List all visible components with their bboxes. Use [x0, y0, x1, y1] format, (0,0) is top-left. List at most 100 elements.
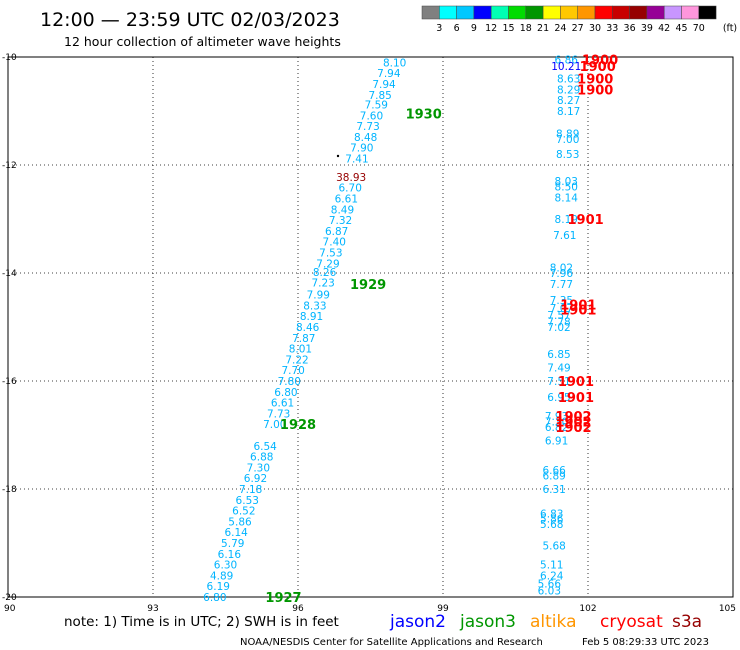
- color-scale-label: 33: [606, 23, 618, 34]
- swh-point: 7.78: [547, 317, 570, 329]
- time-label: 1900: [582, 54, 618, 69]
- swh-point: 6.92: [244, 473, 267, 485]
- time-label: 1901: [560, 298, 596, 313]
- color-scale-label: 24: [554, 23, 566, 34]
- swh-point: 7.18: [239, 484, 262, 496]
- plot-frame: [7, 56, 734, 598]
- x-tick-label: 102: [579, 604, 596, 614]
- footer-credit: NOAA/NESDIS Center for Satellite Applica…: [240, 637, 543, 648]
- swh-point: 10.21: [551, 61, 581, 73]
- time-label: 1930: [406, 108, 442, 123]
- time-label: 1902: [555, 421, 591, 436]
- time-label: 1901: [558, 391, 594, 406]
- swh-point: 6.16: [218, 549, 242, 561]
- legend-cryosat: cryosat: [600, 612, 663, 632]
- swh-point: 8.10: [383, 57, 406, 69]
- swh-point: 7.77: [550, 279, 573, 291]
- swh-point: 6.91: [545, 435, 568, 447]
- gridlines: [8, 56, 733, 597]
- swh-point: 7.99: [307, 290, 330, 302]
- swh-point: 6.24: [540, 570, 564, 582]
- swh-point: 6.87: [325, 226, 348, 238]
- x-axis-ticks: 90 93 96 99 102 105: [4, 604, 736, 614]
- swh-point: 5.68: [542, 541, 565, 553]
- color-swatch: [594, 5, 613, 20]
- swh-point: 5.68: [540, 519, 563, 531]
- swh-point: 7.59: [365, 100, 388, 112]
- color-scale-label: 30: [589, 23, 601, 34]
- swh-point: 7.96: [550, 268, 574, 280]
- swh-point: 8.46: [296, 322, 320, 334]
- time-label: 1902: [555, 410, 591, 425]
- time-label: 1929: [350, 278, 386, 293]
- swh-point: 8.14: [555, 192, 579, 204]
- swh-point: 7.29: [316, 258, 339, 270]
- color-swatch: [646, 5, 665, 20]
- swh-point: 8.26: [313, 267, 337, 279]
- color-swatch: [473, 5, 492, 20]
- y-axis-ticks: -10 -12 -14 -16 -18 -20: [2, 53, 17, 603]
- color-swatch: [681, 5, 700, 20]
- swh-point: 7.00: [556, 134, 579, 146]
- swh-point: 6.88: [250, 452, 273, 464]
- satellite-legend: jason2 jason3 altika cryosat s3a: [389, 612, 702, 632]
- color-scale-bar: 3 6 9 12 15 18 21 24 27 30 33 36 39 42 45 70 (ft): [421, 5, 737, 34]
- time-label: 1900: [580, 60, 616, 75]
- x-tick-label: 99: [437, 604, 449, 614]
- color-swatch: [439, 5, 457, 20]
- swh-point: 8.91: [300, 311, 323, 323]
- swh-point: 4.89: [210, 570, 233, 582]
- x-tick-label: 105: [719, 604, 736, 614]
- color-scale-label: 42: [658, 23, 670, 34]
- color-scale-label: 70: [693, 23, 705, 34]
- swh-point: 8.17: [557, 106, 580, 118]
- swh-point: 7.35: [550, 295, 573, 307]
- swh-point: 6.03: [538, 586, 561, 598]
- color-scale-label: 12: [485, 23, 497, 34]
- swh-point: 5.86: [228, 516, 252, 528]
- swh-point: 5.79: [221, 538, 244, 550]
- swh-point: 6.54: [253, 441, 277, 453]
- plot-area: -10-12-14-16-18-20 90 93 96 99 102 105 8.107.…: [2, 53, 736, 614]
- swh-point: 38.93: [336, 172, 366, 184]
- swh-point: 8.63: [557, 74, 580, 86]
- swh-point: 7.61: [553, 230, 576, 242]
- swh-point: 8.49: [331, 204, 354, 216]
- swh-point: 8.89: [556, 129, 579, 141]
- swh-point: 7.30: [247, 462, 270, 474]
- x-tick-label: 93: [147, 604, 158, 614]
- swh-point: 5.11: [540, 560, 563, 572]
- color-scale-label: 39: [641, 23, 653, 34]
- swh-point: 7.73: [267, 408, 290, 420]
- swh-point: 6.53: [236, 495, 259, 507]
- swh-point: 7.94: [377, 68, 401, 80]
- swh-point: 8.27: [557, 95, 580, 107]
- swh-point: 6.61: [335, 193, 358, 205]
- swh-point: 8.03: [555, 176, 578, 188]
- swh-point: 7.02: [547, 322, 570, 334]
- time-label: 1927: [265, 591, 301, 606]
- color-scale-label: (ft): [723, 23, 737, 34]
- time-label: 1901: [567, 213, 603, 228]
- color-scale-label: 9: [471, 23, 477, 34]
- color-swatch: [663, 5, 682, 20]
- time-label: 1901: [558, 375, 594, 390]
- color-swatch: [525, 5, 544, 20]
- swh-point: 8.33: [303, 300, 326, 312]
- color-swatch: [421, 5, 440, 20]
- time-label: 1901: [560, 304, 596, 319]
- footer-note: note: 1) Time is in UTC; 2) SWH is in fe…: [64, 614, 339, 630]
- color-scale-label: 3: [436, 23, 442, 34]
- swh-point: 8.19: [555, 214, 578, 226]
- swh-point: 7.51: [547, 376, 570, 388]
- color-swatch: [490, 5, 509, 20]
- swh-point: 8.02: [550, 263, 573, 275]
- swh-point: 6.30: [214, 560, 237, 572]
- swh-point: 6.95: [547, 392, 570, 404]
- swh-point: 6.80: [274, 387, 297, 399]
- swh-point: 8.50: [555, 182, 578, 194]
- swh-point: 8.29: [557, 84, 580, 96]
- color-scale-label: 27: [572, 23, 584, 34]
- y-tick-label: -14: [2, 269, 17, 279]
- swh-point: 8.01: [289, 344, 312, 356]
